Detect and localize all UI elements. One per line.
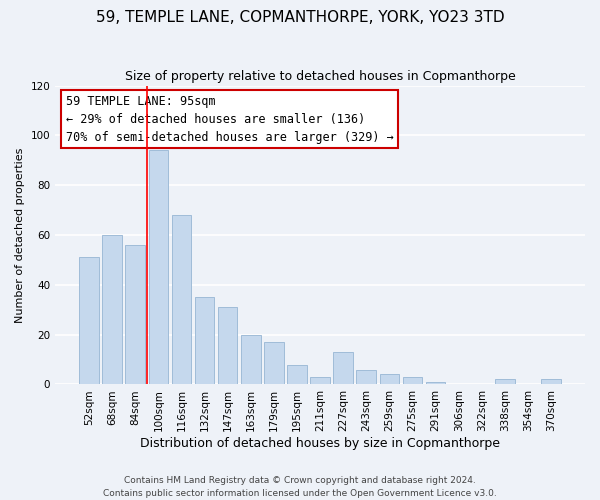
- Bar: [264, 342, 284, 384]
- Bar: [195, 298, 214, 384]
- Bar: [334, 352, 353, 384]
- Text: 59, TEMPLE LANE, COPMANTHORPE, YORK, YO23 3TD: 59, TEMPLE LANE, COPMANTHORPE, YORK, YO2…: [95, 10, 505, 25]
- Bar: [380, 374, 399, 384]
- Bar: [149, 150, 168, 384]
- Bar: [172, 215, 191, 384]
- Bar: [103, 235, 122, 384]
- Bar: [287, 364, 307, 384]
- Bar: [310, 377, 330, 384]
- Bar: [218, 307, 238, 384]
- Bar: [79, 258, 99, 384]
- Bar: [495, 380, 515, 384]
- Bar: [426, 382, 445, 384]
- Title: Size of property relative to detached houses in Copmanthorpe: Size of property relative to detached ho…: [125, 70, 515, 83]
- Bar: [403, 377, 422, 384]
- Bar: [356, 370, 376, 384]
- Y-axis label: Number of detached properties: Number of detached properties: [15, 148, 25, 322]
- Text: 59 TEMPLE LANE: 95sqm
← 29% of detached houses are smaller (136)
70% of semi-det: 59 TEMPLE LANE: 95sqm ← 29% of detached …: [66, 94, 394, 144]
- Text: Contains HM Land Registry data © Crown copyright and database right 2024.
Contai: Contains HM Land Registry data © Crown c…: [103, 476, 497, 498]
- Bar: [541, 380, 561, 384]
- Bar: [125, 245, 145, 384]
- Bar: [241, 334, 260, 384]
- X-axis label: Distribution of detached houses by size in Copmanthorpe: Distribution of detached houses by size …: [140, 437, 500, 450]
